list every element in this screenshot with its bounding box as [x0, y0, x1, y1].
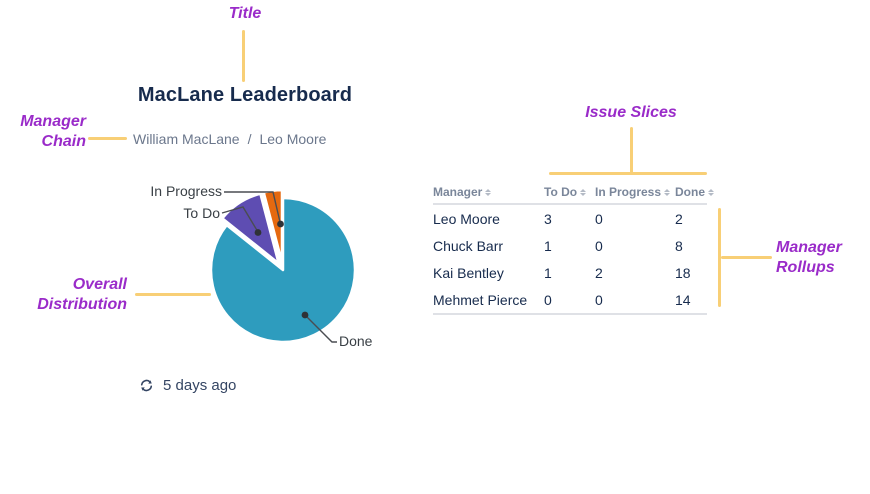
breadcrumb-item-leo-moore[interactable]: Leo Moore — [259, 131, 327, 147]
leader-dot-to-do — [254, 229, 262, 236]
annotation-manager-rollups-connector-h — [721, 256, 772, 259]
column-header-in-progress-label: In Progress — [595, 185, 662, 199]
breadcrumb-separator: / — [247, 131, 252, 147]
cell-done: 8 — [675, 237, 683, 254]
column-header-to-do[interactable]: To Do — [544, 185, 595, 199]
table-row: Leo Moore 3 0 2 — [433, 205, 707, 232]
annotation-overall-distribution: Overall Distribution — [37, 276, 127, 313]
annotation-issue-slices: Issue Slices — [585, 104, 677, 121]
cell-in-progress: 0 — [595, 291, 603, 308]
cell-manager: Leo Moore — [433, 210, 500, 227]
pie-slice-to-do[interactable] — [221, 192, 280, 265]
cell-in-progress: 0 — [595, 210, 603, 227]
cell-done: 2 — [675, 210, 683, 227]
cell-to-do: 1 — [544, 264, 552, 281]
page-title: MacLane Leaderboard — [137, 84, 353, 106]
table-row: Chuck Barr 1 0 8 — [433, 232, 707, 259]
last-refreshed-row: 5 days ago — [139, 377, 236, 394]
column-header-done-label: Done — [675, 185, 705, 199]
annotation-manager-rollups: Manager Rollups — [776, 239, 842, 276]
cell-to-do: 0 — [544, 291, 552, 308]
sort-icon — [485, 188, 492, 196]
annotation-manager-rollups-connector-v — [718, 208, 721, 307]
refresh-icon[interactable] — [139, 378, 154, 393]
annotation-issue-slices-connector-v — [630, 127, 633, 173]
table-row: Mehmet Pierce 0 0 14 — [433, 286, 707, 313]
cell-manager: Kai Bentley — [433, 264, 504, 281]
pie-label-done: Done — [339, 333, 373, 349]
pie-slice-done[interactable] — [209, 196, 357, 344]
pie-label-in-progress: In Progress — [150, 183, 222, 199]
column-header-done[interactable]: Done — [675, 185, 714, 199]
cell-in-progress: 2 — [595, 264, 603, 281]
manager-rollup-table: Manager To Do In Progress Done Leo Moore… — [433, 185, 714, 315]
table-header-row: Manager To Do In Progress Done — [433, 185, 714, 205]
table-body: Leo Moore 3 0 2 Chuck Barr 1 0 8 Kai Ben… — [433, 205, 707, 315]
leader-line-done — [304, 314, 337, 343]
cell-to-do: 1 — [544, 237, 552, 254]
leader-line-to-do — [221, 206, 259, 233]
breadcrumb-item-william-maclane[interactable]: William MacLane — [133, 131, 240, 147]
cell-to-do: 3 — [544, 210, 552, 227]
cell-done: 18 — [675, 264, 691, 281]
last-refreshed-text: 5 days ago — [163, 377, 237, 394]
sort-icon — [580, 188, 587, 196]
annotation-manager-chain: Manager Chain — [20, 113, 86, 150]
annotation-manager-chain-connector — [88, 137, 127, 140]
leader-dot-done — [301, 311, 309, 319]
sort-icon — [664, 188, 671, 196]
annotation-title: Title — [228, 5, 262, 22]
breadcrumb: William MacLane / Leo Moore — [133, 131, 326, 147]
column-header-manager[interactable]: Manager — [433, 185, 544, 199]
column-header-in-progress[interactable]: In Progress — [595, 185, 675, 199]
status-pie-chart: In Progress To Do Done — [130, 172, 390, 357]
pie-slices — [209, 188, 357, 344]
cell-manager: Chuck Barr — [433, 237, 504, 254]
pie-svg: In Progress To Do Done — [150, 183, 373, 349]
annotation-title-connector — [242, 30, 245, 82]
leader-dot-in-progress — [277, 220, 284, 228]
leader-line-in-progress — [224, 191, 281, 223]
table-row: Kai Bentley 1 2 18 — [433, 259, 707, 286]
cell-done: 14 — [675, 291, 691, 308]
annotation-issue-slices-connector-h — [549, 172, 707, 175]
column-header-manager-label: Manager — [433, 185, 483, 199]
cell-manager: Mehmet Pierce — [433, 291, 528, 308]
cell-in-progress: 0 — [595, 237, 603, 254]
annotation-overall-distribution-connector — [135, 293, 211, 296]
sort-icon — [708, 188, 714, 196]
column-header-to-do-label: To Do — [544, 185, 578, 199]
pie-label-to-do: To Do — [183, 205, 220, 221]
